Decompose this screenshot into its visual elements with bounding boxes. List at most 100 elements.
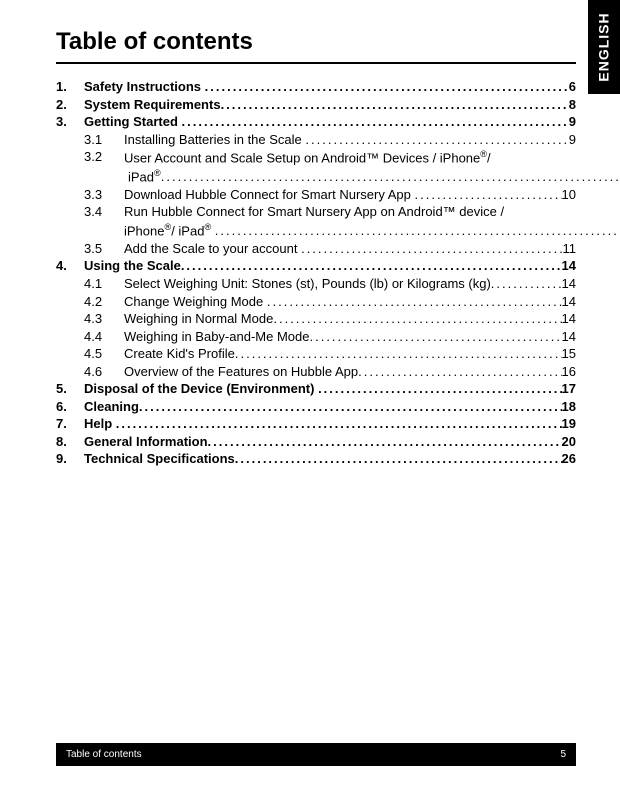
toc-label: Run Hubble Connect for Smart Nursery App…: [124, 203, 620, 221]
toc-entry: 1. Safety Instructions 6: [56, 78, 576, 96]
toc-subentry: 4.3 Weighing in Normal Mode 14: [56, 310, 576, 328]
toc-dots: [309, 328, 561, 346]
toc-num: 4.1: [84, 275, 124, 293]
toc-label: Getting Started: [84, 113, 178, 131]
toc-dots: [358, 363, 561, 381]
toc-num: 4.: [56, 257, 84, 275]
toc-entry: 4. Using the Scale 14: [56, 257, 576, 275]
footer-page-number: 5: [560, 749, 566, 760]
toc-label: iPhone®/ iPad®: [124, 221, 211, 240]
toc-num: 3.4: [84, 203, 124, 221]
toc-dots: [181, 257, 562, 275]
toc-dots: [415, 186, 562, 204]
toc-subentry: 4.1 Select Weighing Unit: Stones (st), P…: [56, 275, 576, 293]
toc-dots: [235, 345, 562, 363]
toc-label: Select Weighing Unit: Stones (st), Pound…: [124, 275, 491, 293]
toc-dots: [273, 310, 561, 328]
toc-entry: 9. Technical Specifications 26: [56, 450, 576, 468]
toc-num: 5.: [56, 380, 84, 398]
toc-label: Add the Scale to your account: [124, 240, 297, 258]
toc-num: 4.4: [84, 328, 124, 346]
toc-subentry: 3.5 Add the Scale to your account 11: [56, 240, 576, 258]
toc-entry: 3. Getting Started 9: [56, 113, 576, 131]
toc-page: 14: [562, 275, 576, 293]
toc-page: 16: [562, 363, 576, 381]
toc-num: 4.6: [84, 363, 124, 381]
toc-num: 6.: [56, 398, 84, 416]
toc-label: General Information: [84, 433, 208, 451]
toc-entry: 2. System Requirements 8: [56, 96, 576, 114]
toc-num: 4.2: [84, 293, 124, 311]
toc-num: 4.3: [84, 310, 124, 328]
toc-label: Download Hubble Connect for Smart Nurser…: [124, 186, 411, 204]
toc-num: 3.3: [84, 186, 124, 204]
toc-subentry: 3.4 Run Hubble Connect for Smart Nursery…: [56, 203, 576, 239]
toc-page: 9: [569, 131, 576, 149]
toc-page: 9: [569, 113, 576, 131]
footer-title: Table of contents: [66, 749, 142, 760]
toc-subentry: 3.3 Download Hubble Connect for Smart Nu…: [56, 186, 576, 204]
toc-subentry: 4.4 Weighing in Baby-and-Me Mode 14: [56, 328, 576, 346]
toc-label: Create Kid's Profile: [124, 345, 235, 363]
toc-label: Safety Instructions: [84, 78, 201, 96]
toc-dots: [182, 113, 569, 131]
toc-label: Help: [84, 415, 112, 433]
toc-page: 14: [562, 257, 576, 275]
toc-label: Overview of the Features on Hubble App: [124, 363, 358, 381]
toc-page: 20: [562, 433, 576, 451]
toc-label: Weighing in Normal Mode: [124, 310, 273, 328]
toc-subentry: 3.2 User Account and Scale Setup on Andr…: [56, 148, 576, 186]
table-of-contents: 1. Safety Instructions 6 2. System Requi…: [56, 78, 576, 468]
toc-page: 14: [562, 310, 576, 328]
toc-page: 6: [569, 78, 576, 96]
toc-entry: 8. General Information 20: [56, 433, 576, 451]
toc-dots: [161, 168, 620, 186]
toc-page: 19: [562, 415, 576, 433]
toc-num: 3.2: [84, 148, 124, 166]
toc-page: 18: [562, 398, 576, 416]
toc-page: 14: [562, 293, 576, 311]
page-title: Table of contents: [56, 28, 576, 64]
toc-entry: 7. Help 19: [56, 415, 576, 433]
toc-num: 3.: [56, 113, 84, 131]
toc-dots: [301, 240, 562, 258]
toc-dots: [318, 380, 561, 398]
toc-page: 14: [562, 328, 576, 346]
toc-dots: [267, 293, 562, 311]
toc-label: Weighing in Baby-and-Me Mode: [124, 328, 309, 346]
toc-page: 8: [569, 96, 576, 114]
toc-subentry: 4.5 Create Kid's Profile 15: [56, 345, 576, 363]
page-footer: Table of contents 5: [56, 743, 576, 766]
toc-label: Using the Scale: [84, 257, 181, 275]
toc-dots: [215, 222, 620, 240]
toc-dots: [116, 415, 562, 433]
toc-subentry: 4.2 Change Weighing Mode 14: [56, 293, 576, 311]
toc-dots: [221, 96, 569, 114]
toc-page: 17: [562, 380, 576, 398]
toc-page: 26: [562, 450, 576, 468]
toc-label: System Requirements: [84, 96, 221, 114]
toc-page: 15: [562, 345, 576, 363]
toc-label: Technical Specifications: [84, 450, 235, 468]
toc-dots: [305, 131, 568, 149]
toc-entry: 5. Disposal of the Device (Environment) …: [56, 380, 576, 398]
toc-label: Disposal of the Device (Environment): [84, 380, 314, 398]
toc-num: 3.5: [84, 240, 124, 258]
toc-dots: [139, 398, 562, 416]
toc-num: 7.: [56, 415, 84, 433]
toc-label: Change Weighing Mode: [124, 293, 263, 311]
toc-num: 4.5: [84, 345, 124, 363]
toc-num: 8.: [56, 433, 84, 451]
toc-entry: 6. Cleaning 18: [56, 398, 576, 416]
toc-subentry: 3.1 Installing Batteries in the Scale 9: [56, 131, 576, 149]
toc-num: 1.: [56, 78, 84, 96]
toc-page: 10: [562, 186, 576, 204]
toc-page: 11: [563, 240, 577, 258]
toc-dots: [208, 433, 562, 451]
toc-label: Installing Batteries in the Scale: [124, 131, 302, 149]
toc-label: Cleaning: [84, 398, 139, 416]
toc-label: User Account and Scale Setup on Android™…: [124, 148, 620, 167]
toc-dots: [235, 450, 562, 468]
toc-num: 9.: [56, 450, 84, 468]
page: Table of contents 1. Safety Instructions…: [0, 0, 620, 786]
